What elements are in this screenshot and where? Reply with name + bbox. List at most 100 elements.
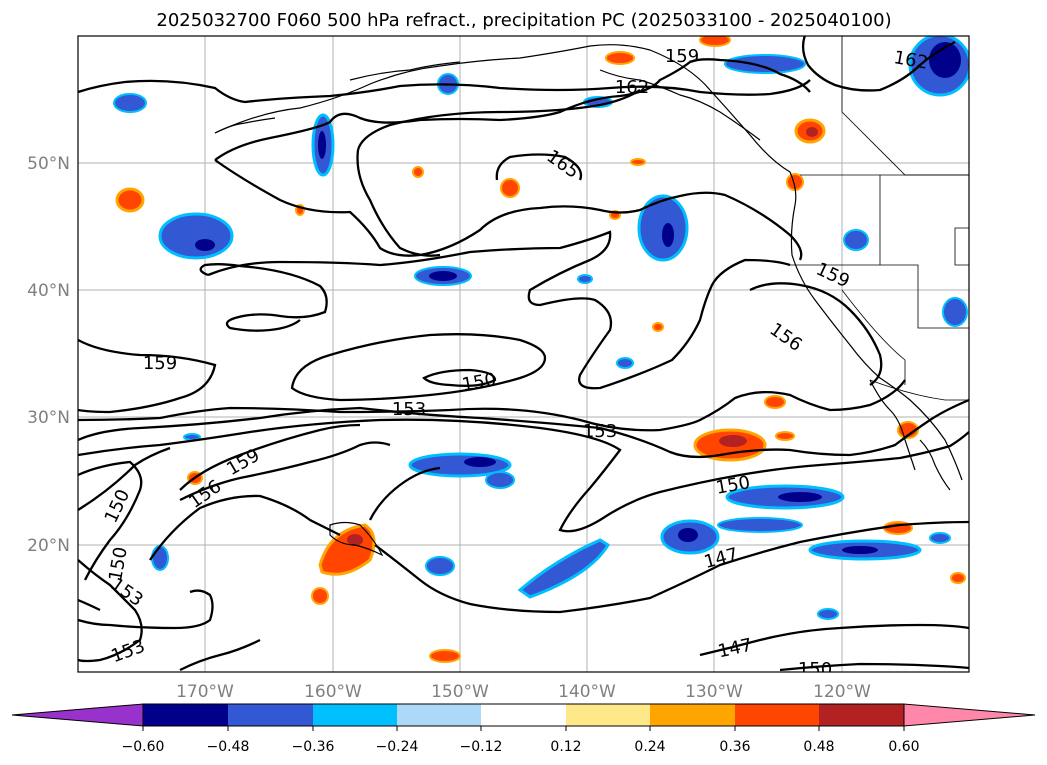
contour-line: [199, 263, 328, 332]
lat-label-30n: 30°N: [27, 408, 70, 428]
colorbar-segment: [735, 704, 819, 726]
precip-patch: [662, 223, 674, 247]
colorbar-tick-label: −0.60: [122, 739, 165, 755]
contour-line: [801, 36, 956, 92]
precip-patch: [699, 36, 731, 47]
precip-patch: [429, 271, 457, 281]
contour-line: [699, 623, 969, 657]
precip-patch: [115, 187, 145, 213]
contour-label: 162: [615, 77, 649, 98]
precip-negative-patches: [113, 36, 969, 620]
border-box: [954, 227, 969, 266]
colorbar-segment: [143, 704, 228, 726]
contour-line: [78, 460, 143, 581]
colorbar-segment: [650, 704, 735, 726]
contour-line: [356, 89, 641, 151]
colorbar-tick-label: −0.48: [207, 739, 250, 755]
lon-label-140w: 140°W: [558, 682, 616, 702]
precip-patch: [806, 127, 818, 137]
lon-label-150w: 150°W: [431, 682, 489, 702]
borders: [790, 36, 969, 401]
coastline-gulf-california: [919, 439, 951, 491]
contour-line: [749, 282, 883, 386]
border-alaska-canada: [841, 36, 969, 176]
contour-line: [179, 638, 261, 672]
colorbar: −0.60 −0.48 −0.36 −0.24 −0.12 0.12 0.24 …: [11, 703, 1036, 755]
precip-patch: [113, 93, 147, 113]
precip-patch: [151, 545, 169, 571]
colorbar-tick-label: −0.12: [460, 739, 503, 755]
contour-line: [207, 230, 791, 390]
map-title: 2025032700 F060 500 hPa refract., precip…: [156, 10, 891, 31]
contour-line: [78, 398, 969, 459]
coastline-panhandle: [599, 69, 761, 141]
colorbar-ticks: [142, 726, 905, 731]
precip-positive-patches: [115, 36, 966, 663]
contour-line: [179, 423, 361, 491]
contour-line: [422, 368, 497, 387]
precip-patch: [817, 608, 839, 620]
border-states-west: [790, 264, 969, 329]
precip-patch: [500, 178, 520, 198]
colorbar-segment: [819, 704, 904, 726]
colorbar-tick-label: 0.12: [550, 739, 581, 755]
precip-patch: [425, 556, 455, 576]
contour-line: [214, 58, 811, 161]
colorbar-tick-label: 0.36: [719, 739, 750, 755]
precip-patch: [605, 51, 635, 65]
map-frame: [77, 35, 970, 673]
contour-line: [78, 79, 811, 104]
coastline-north-america: [214, 44, 963, 481]
contour-line: [179, 441, 391, 502]
colorbar-segment: [228, 704, 313, 726]
precip-patch: [843, 229, 869, 251]
colorbar-tick-label: −0.24: [376, 739, 419, 755]
contour-line: [290, 333, 547, 402]
contour-line: [495, 153, 583, 181]
contour-label: 159: [665, 46, 699, 67]
precip-patch: [311, 587, 329, 605]
lon-label-120w: 120°W: [813, 682, 871, 702]
contour-line: [78, 379, 906, 432]
border-california-nevada: [841, 289, 906, 385]
precip-patch: [637, 194, 689, 262]
contour-label: 150: [798, 659, 832, 680]
precip-patch: [778, 492, 822, 502]
contour-line: [78, 559, 143, 663]
precip-patch: [950, 572, 966, 584]
colorbar-tick-label: −0.36: [292, 739, 335, 755]
coastline-alaska-south: [349, 61, 461, 81]
colorbar-segment: [397, 704, 481, 726]
colorbar-tick-label: 0.60: [888, 739, 919, 755]
lat-label-50n: 50°N: [27, 154, 70, 174]
contour-line: [214, 159, 803, 261]
contour-line: [78, 418, 969, 533]
lat-label-40n: 40°N: [27, 281, 70, 301]
contour-label: 153: [583, 421, 617, 442]
contour-line: [78, 446, 171, 511]
lon-label-130w: 130°W: [685, 682, 743, 702]
colorbar-tick-label: 0.48: [803, 739, 834, 755]
colorbar-segment: [313, 704, 397, 726]
longitude-labels: 170°W 160°W 150°W 140°W 130°W 120°W: [176, 682, 871, 702]
precip-patch: [429, 649, 461, 663]
latitude-labels: 50°N 40°N 30°N 20°N: [27, 154, 70, 556]
precip-patch: [842, 546, 878, 554]
precip-patch: [652, 322, 664, 332]
map-background: [78, 36, 969, 672]
precip-patch: [464, 457, 496, 467]
precip-patch: [775, 431, 795, 441]
map-panel: 159 162 165 162 159 156 159 150 153 153 …: [77, 35, 970, 680]
refractivity-contours: [78, 36, 969, 672]
colorbar-tick-label: 0.24: [634, 739, 665, 755]
contour-line: [779, 662, 969, 672]
contour-line: [374, 520, 969, 614]
precip-patch: [717, 517, 803, 533]
contour-line: [368, 466, 441, 521]
colorbar-extend-low: [11, 703, 144, 727]
colorbar-segment: [566, 704, 650, 726]
precip-patch: [719, 435, 747, 447]
coastline-hawaii: [329, 521, 384, 557]
precip-patch: [764, 395, 786, 409]
